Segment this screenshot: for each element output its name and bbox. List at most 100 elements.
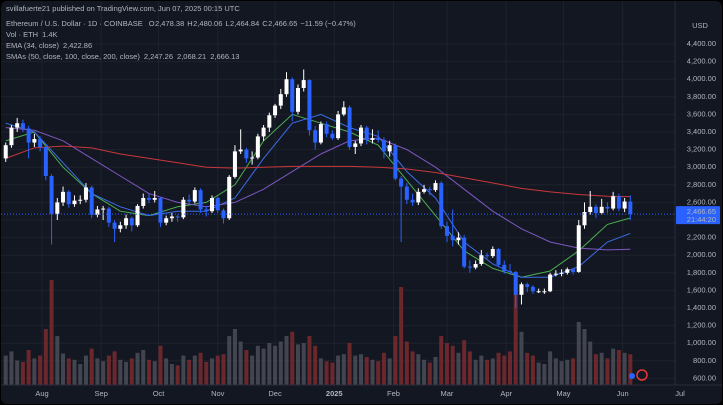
legend-text: 2,466.65 bbox=[268, 19, 297, 28]
candle-body bbox=[456, 237, 461, 241]
volume-bar bbox=[467, 351, 472, 385]
volume-bar bbox=[9, 351, 14, 385]
volume-bar bbox=[536, 362, 541, 385]
candle-body bbox=[444, 226, 449, 236]
candle-body bbox=[571, 269, 576, 272]
candle-body bbox=[244, 149, 249, 159]
y-tick-label: 1,000.00 bbox=[687, 338, 716, 347]
volume-bar bbox=[376, 361, 381, 385]
volume-bar bbox=[513, 294, 518, 385]
y-tick-label: 1,800.00 bbox=[687, 268, 716, 277]
volume-bar bbox=[15, 360, 20, 385]
candle-body bbox=[169, 216, 174, 219]
volume-bar bbox=[565, 359, 570, 385]
candle-body bbox=[559, 272, 564, 274]
candle-body bbox=[605, 206, 610, 209]
candle-body bbox=[261, 127, 266, 137]
volume-bar bbox=[215, 355, 220, 385]
candle-body bbox=[198, 190, 203, 210]
volume-bar bbox=[427, 362, 432, 385]
legend-text: 2,422.86 bbox=[63, 41, 92, 50]
candle-body bbox=[318, 124, 323, 143]
candle-body bbox=[490, 249, 495, 257]
candle-body bbox=[278, 94, 283, 106]
candle-body bbox=[450, 235, 455, 241]
volume-bar bbox=[347, 343, 352, 385]
candle-body bbox=[381, 139, 386, 152]
published-note: svillafuerte21 published on TradingView.… bbox=[6, 4, 240, 13]
x-tick-label: Apr bbox=[500, 389, 512, 398]
candle-body bbox=[95, 209, 100, 215]
candle-body bbox=[553, 273, 558, 275]
legend: svillafuerte21 published on TradingView.… bbox=[6, 4, 356, 61]
candle-body bbox=[284, 79, 289, 95]
volume-bar bbox=[83, 355, 88, 385]
volume-bar bbox=[135, 352, 140, 385]
candle-body bbox=[255, 136, 260, 158]
candle-body bbox=[370, 138, 375, 140]
event-icon[interactable] bbox=[629, 373, 635, 379]
volume-bar bbox=[124, 361, 129, 385]
volume-bar bbox=[227, 336, 232, 385]
volume-bar bbox=[559, 361, 564, 385]
volume-pane bbox=[3, 280, 633, 385]
candle-body bbox=[439, 183, 444, 227]
volume-bar bbox=[353, 355, 358, 385]
volume-bar bbox=[496, 352, 501, 385]
volume-bar bbox=[255, 345, 260, 385]
candle-body bbox=[118, 225, 123, 229]
legend-text: Ethereum / U.S. Dollar · 1D · COINBASE bbox=[6, 19, 143, 28]
y-tick-label: 3,800.00 bbox=[687, 92, 716, 101]
volume-bar bbox=[330, 362, 335, 385]
candle-body bbox=[410, 199, 415, 203]
volume-bar bbox=[38, 355, 43, 385]
volume-bar bbox=[576, 322, 581, 385]
y-tick-label: 3,200.00 bbox=[687, 145, 716, 154]
volume-bar bbox=[628, 354, 633, 385]
candle-body bbox=[112, 222, 117, 229]
volume-bar bbox=[404, 341, 409, 385]
volume-bar bbox=[364, 357, 369, 385]
volume-bar bbox=[393, 336, 398, 385]
candle-body bbox=[616, 196, 621, 209]
volume-bar bbox=[593, 354, 598, 385]
candle-body bbox=[347, 107, 352, 147]
candle-body bbox=[399, 178, 404, 187]
y-tick-label: 2,000.00 bbox=[687, 250, 716, 259]
volume-bar bbox=[359, 354, 364, 385]
volume-bar bbox=[204, 361, 209, 385]
volume-bar bbox=[244, 350, 249, 385]
volume-bar bbox=[381, 352, 386, 385]
x-tick-label: Jun bbox=[617, 389, 629, 398]
volume-bar bbox=[238, 341, 243, 385]
volume-bar bbox=[61, 353, 66, 385]
candle-body bbox=[479, 255, 484, 264]
legend-text: Vol · ETH bbox=[6, 30, 38, 39]
candle-body bbox=[61, 191, 66, 203]
volume-bar bbox=[439, 336, 444, 385]
volume-bar bbox=[89, 348, 94, 385]
volume-bar bbox=[198, 352, 203, 385]
grid bbox=[1, 1, 675, 385]
y-tick-label: 3,000.00 bbox=[687, 162, 716, 171]
candle-body bbox=[507, 271, 513, 273]
volume-bar bbox=[20, 361, 25, 385]
candle-body bbox=[83, 187, 88, 200]
candle-body bbox=[462, 237, 467, 267]
legend-text: C bbox=[262, 19, 268, 28]
legend-text: 2,666.13 bbox=[210, 52, 239, 61]
volume-bar bbox=[175, 365, 180, 385]
volume-bar bbox=[261, 348, 266, 385]
volume-bar bbox=[95, 358, 100, 385]
legend-text: O bbox=[149, 19, 155, 28]
legend-text: 1.4K bbox=[42, 30, 57, 39]
legend-text: L bbox=[225, 19, 229, 28]
event-icon[interactable] bbox=[636, 369, 648, 381]
candle-body bbox=[387, 145, 392, 152]
candle-body bbox=[576, 225, 581, 272]
volume-bar bbox=[72, 359, 77, 385]
volume-bar bbox=[3, 355, 8, 385]
legend-text: EMA (34, close) bbox=[6, 41, 59, 50]
candle-body bbox=[433, 183, 438, 191]
volume-bar bbox=[307, 336, 312, 385]
